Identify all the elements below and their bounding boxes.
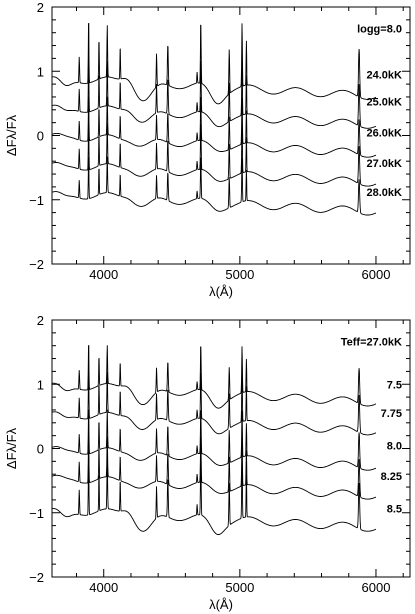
y-tick-label: 0 <box>37 442 44 457</box>
bottom-panel: 4000 5000 6000 −2 −1 0 1 2 λ(Å) ΔFλ/Fλ Teff=27.0kK… <box>4 313 411 612</box>
curve-label: 8.5 <box>387 503 402 515</box>
spectrum-line <box>52 96 377 158</box>
x-tick-label: 4000 <box>89 267 118 282</box>
spectrum-line <box>52 409 377 471</box>
curve-label: 28.0kK <box>367 187 403 199</box>
x-tick-label: 6000 <box>362 580 391 595</box>
curve-label: 7.75 <box>381 408 402 420</box>
spectrum-line <box>52 156 377 216</box>
x-axis-title: λ(Å) <box>209 284 233 299</box>
spectrum-line <box>52 59 377 129</box>
curve-label: 27.0kK <box>367 158 403 170</box>
x-tick-label: 5000 <box>225 580 254 595</box>
spectrum-line <box>52 457 377 536</box>
curve-label: 25.0kK <box>367 96 403 108</box>
x-tick-label: 4000 <box>89 580 118 595</box>
curve-label: 26.0kK <box>367 127 403 139</box>
plot-frame <box>51 319 411 578</box>
panel-header-label: Teff=27.0kK <box>341 337 402 349</box>
curve-label: 8.0 <box>387 440 402 452</box>
y-tick-label: 2 <box>37 313 44 328</box>
y-tick-label: −1 <box>29 193 44 208</box>
x-tick-label: 6000 <box>362 267 391 282</box>
y-tick-label: −1 <box>29 506 44 521</box>
spectrum-line <box>52 22 377 105</box>
y-tick-label: 2 <box>37 0 44 15</box>
y-tick-label: 1 <box>37 377 44 392</box>
spectrum-line <box>52 371 377 436</box>
spectrum-line <box>52 122 377 187</box>
y-axis-title: ΔFλ/Fλ <box>4 114 19 156</box>
y-axis-title: ΔFλ/Fλ <box>4 427 19 469</box>
top-panel: 4000 5000 6000 −2 −1 0 1 2 λ(Å) ΔFλ/Fλ logg=8.0 24.… <box>4 0 411 299</box>
x-tick-label: 5000 <box>225 267 254 282</box>
curve-label: 7.5 <box>387 379 402 391</box>
spectrum-line <box>52 435 377 500</box>
y-tick-label: 0 <box>37 129 44 144</box>
y-tick-label: 1 <box>37 64 44 79</box>
plot-frame <box>51 6 411 265</box>
panel-header-label: logg=8.0 <box>357 24 402 36</box>
curve-label: 24.0kK <box>367 69 403 81</box>
spectrum-line <box>52 344 377 409</box>
curve-label: 8.25 <box>381 471 402 483</box>
x-axis-title: λ(Å) <box>209 597 233 612</box>
y-tick-label: −2 <box>29 257 44 272</box>
y-tick-label: −2 <box>29 570 44 585</box>
